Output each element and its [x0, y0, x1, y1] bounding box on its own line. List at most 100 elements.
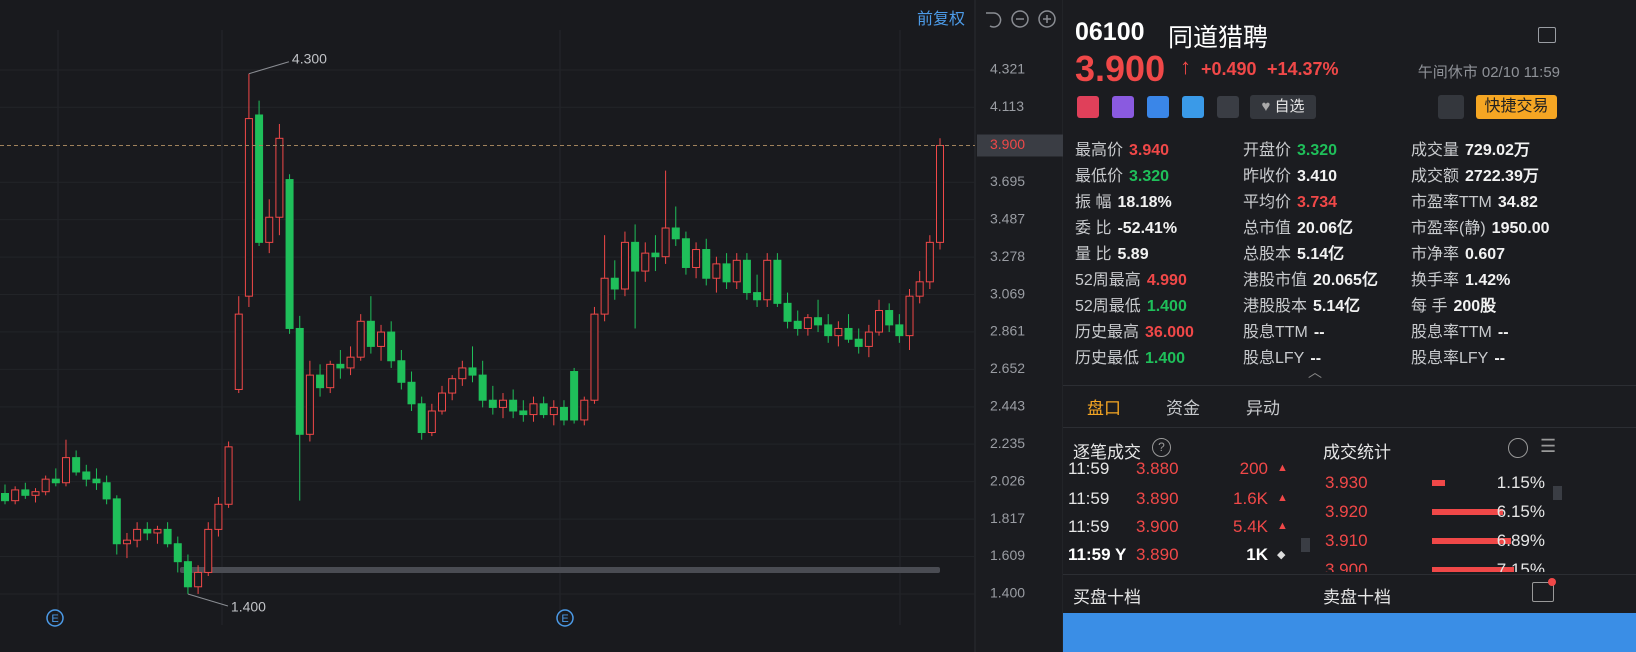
flash-icon[interactable]: [1112, 96, 1134, 118]
candle-body: [702, 249, 711, 279]
hk-icon[interactable]: [1077, 96, 1099, 118]
candle-body: [580, 399, 589, 421]
stat-label: 52周最低: [1075, 298, 1141, 315]
stat-label: 历史最高: [1075, 324, 1140, 341]
stat-price: 3.930: [1325, 473, 1368, 492]
menu-icon[interactable]: [1538, 27, 1556, 43]
stat: 港股股本 5.14亿: [1243, 292, 1360, 316]
candle-body: [864, 331, 873, 347]
tab[interactable]: 异动: [1246, 399, 1280, 418]
candle-body: [875, 310, 884, 333]
candle-body: [143, 528, 152, 534]
candle-body: [51, 478, 60, 484]
y-tick-label: 2.235: [990, 435, 1025, 451]
candle-body: [844, 327, 853, 340]
up-arrow: ↑: [1180, 54, 1191, 79]
y-tick-label: 1.817: [990, 510, 1025, 526]
stat: 成交额 2722.39万: [1411, 162, 1539, 186]
stat-value: 3.320: [1129, 168, 1170, 185]
candle-body: [82, 471, 91, 480]
candle-body: [1, 493, 9, 502]
candle-body: [885, 310, 894, 326]
share-label: 6.89%: [1496, 531, 1545, 550]
candle-body: [377, 331, 386, 347]
stat-label: 最低价: [1075, 168, 1124, 185]
watch-button[interactable]: ♥ 自选: [1250, 95, 1316, 119]
share-bar: [1432, 509, 1503, 515]
stat-value: 1.400: [1145, 350, 1186, 367]
axis-bg: [975, 0, 1063, 652]
candle-body: [397, 360, 406, 383]
candle-body: [438, 392, 447, 412]
stat-value: --: [1313, 324, 1325, 341]
stat-label: 股息率LFY: [1411, 350, 1489, 367]
list-icon[interactable]: ☰: [1540, 436, 1557, 456]
candle-body: [692, 249, 701, 268]
candle-body: [742, 259, 751, 294]
more-icon[interactable]: [1508, 438, 1528, 458]
market-status: 午间休市 02/10 11:59: [1417, 64, 1560, 81]
tab[interactable]: 资金: [1166, 399, 1200, 418]
candle-body: [214, 503, 223, 530]
collapse[interactable]: ︿: [1308, 364, 1322, 380]
share-bar: [1432, 538, 1512, 544]
candle-body: [854, 338, 863, 347]
alert-button[interactable]: [1438, 95, 1464, 119]
candle-body: [305, 374, 314, 435]
candle-body: [336, 363, 345, 369]
trade-button[interactable]: 快捷交易: [1476, 95, 1557, 119]
trade-price: 3.900: [1136, 517, 1179, 536]
candle-body: [224, 446, 233, 505]
y-tick-label: 2.026: [990, 472, 1025, 488]
stat-value: 3.410: [1297, 168, 1338, 185]
candle-body: [570, 371, 579, 421]
zoom-tools[interactable]: [986, 10, 1056, 28]
stat-value: 729.02万: [1465, 142, 1530, 159]
candle-body: [600, 277, 609, 315]
annotation-line: [187, 593, 229, 607]
candle-body: [11, 489, 20, 502]
stat-value: 4.990: [1146, 272, 1187, 289]
trade-time: 11:59: [1068, 517, 1110, 536]
depth-icon[interactable]: [1532, 582, 1554, 602]
candle-body: [559, 406, 568, 421]
stat-label: 历史最低: [1075, 350, 1140, 367]
stat: 股息率LFY --: [1411, 344, 1505, 368]
chart: 前复权 4.321 4.113 3.695 3.487 3.278 3.069 2.861 2…: [0, 0, 1063, 652]
candle-body: [671, 227, 680, 240]
divider: [1063, 574, 1636, 575]
y-tick-label: 1.609: [990, 547, 1025, 563]
candle-body: [661, 227, 670, 258]
stat-label: 成交额: [1411, 168, 1460, 185]
stat-value: 3.320: [1297, 142, 1338, 159]
candle-body: [722, 263, 731, 283]
scroll-thumb[interactable]: [1301, 538, 1310, 552]
trade-side: ▲: [1277, 520, 1288, 532]
stat: 市盈率(静) 1950.00: [1411, 214, 1550, 238]
scroll-thumb[interactable]: [1553, 486, 1562, 500]
scrollbar[interactable]: [180, 567, 940, 573]
candle-body: [173, 543, 182, 563]
candle-body: [895, 324, 904, 337]
tag-icon[interactable]: [1182, 96, 1204, 118]
y-tick-label: 1.400: [990, 585, 1025, 601]
stat-value: 200股: [1453, 298, 1497, 315]
candle-body: [265, 216, 274, 243]
stock-name: 同道猎聘: [1168, 24, 1269, 52]
dollar-icon[interactable]: [1147, 96, 1169, 118]
candle-body: [41, 478, 50, 493]
help-icon[interactable]: ?: [1152, 438, 1171, 457]
event-marker: [556, 609, 574, 627]
stat-value: 20.06亿: [1297, 220, 1354, 237]
stat: 历史最高 36.000: [1075, 318, 1194, 342]
tab[interactable]: 盘口: [1087, 399, 1121, 418]
stat-value: 2722.39万: [1465, 168, 1539, 185]
note-icon[interactable]: [1217, 96, 1239, 118]
stat-label: 成交量: [1411, 142, 1460, 159]
stat-label: 港股市值: [1243, 272, 1308, 289]
candle-body: [244, 118, 253, 297]
stat-label: 总股本: [1243, 246, 1292, 263]
trade-side: ◆: [1277, 549, 1286, 561]
candle-body: [112, 498, 121, 545]
adjust-mode[interactable]: 前复权: [917, 10, 965, 28]
